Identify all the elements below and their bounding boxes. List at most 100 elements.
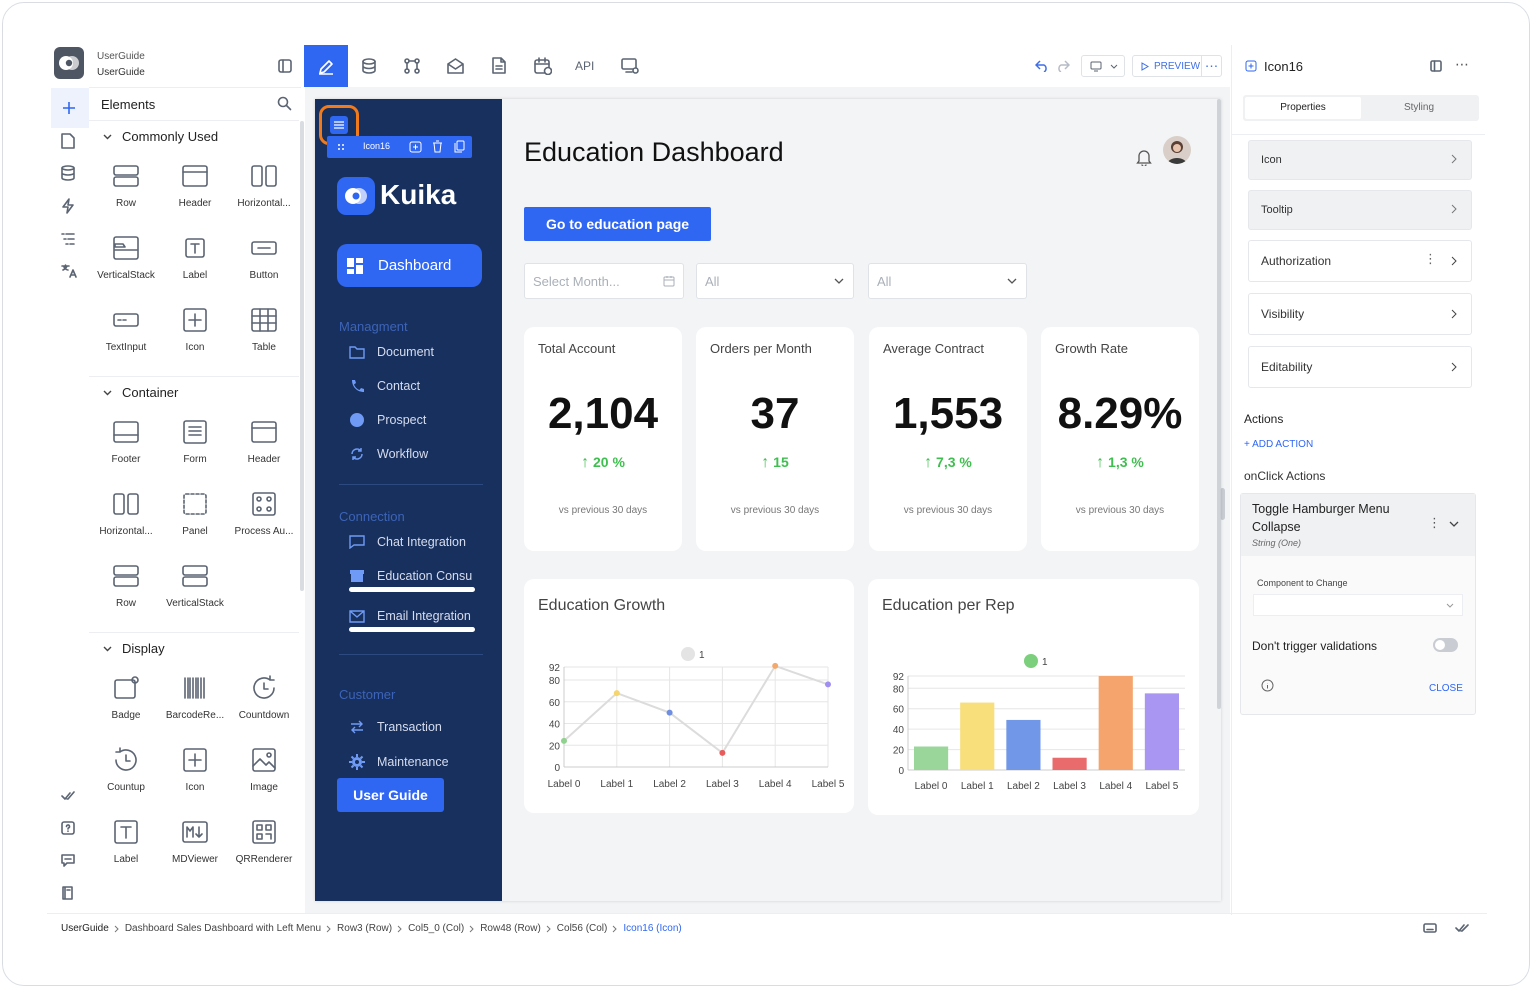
breadcrumb-item[interactable]: Col56 (Col) xyxy=(556,923,608,934)
workflow-icon[interactable] xyxy=(404,58,420,74)
prop-row-authorization[interactable]: Authorization ⋮ xyxy=(1248,240,1472,282)
nav-chat-integration[interactable]: Chat Integration xyxy=(349,535,466,549)
nav-maintenance[interactable]: Maintenance xyxy=(349,754,449,770)
component-select[interactable] xyxy=(1253,594,1463,616)
nav-dashboard[interactable]: Dashboard xyxy=(337,244,482,287)
element-item[interactable]: VerticalStack xyxy=(162,562,228,609)
data-icon[interactable] xyxy=(61,165,75,181)
nav-scrollbar[interactable] xyxy=(349,627,475,632)
breadcrumb-item[interactable]: Col5_0 (Col) xyxy=(408,923,465,934)
preview-button[interactable]: PREVIEW … xyxy=(1132,55,1222,77)
section-container[interactable]: Container xyxy=(89,376,299,408)
kuika-logo[interactable] xyxy=(54,47,84,79)
validation-toggle[interactable] xyxy=(1433,638,1458,652)
breadcrumb-item[interactable]: Row48 (Row) xyxy=(480,923,541,934)
element-item[interactable]: Horizontal... xyxy=(93,490,159,537)
go-to-education-button[interactable]: Go to education page xyxy=(524,207,711,241)
element-item[interactable]: Label xyxy=(162,234,228,281)
translate-icon[interactable] xyxy=(61,264,77,278)
info-icon[interactable] xyxy=(1261,679,1274,692)
document-icon[interactable] xyxy=(492,57,506,74)
redo-icon[interactable] xyxy=(1056,60,1070,72)
element-item[interactable]: Process Au... xyxy=(231,490,297,537)
add-element-icon[interactable] xyxy=(409,141,422,153)
nav-document[interactable]: Document xyxy=(349,345,434,359)
chat-icon[interactable] xyxy=(61,853,75,867)
element-item[interactable]: Image xyxy=(231,746,297,793)
hamburger-menu-icon[interactable] xyxy=(330,116,348,134)
more-options-icon[interactable]: … xyxy=(1201,55,1221,76)
element-item[interactable]: Horizontal... xyxy=(231,162,297,209)
trash-icon[interactable] xyxy=(432,140,443,153)
element-item[interactable]: BarcodeRe... xyxy=(162,674,228,721)
panel-layout-icon[interactable] xyxy=(1430,60,1442,72)
lightning-icon[interactable] xyxy=(61,198,75,214)
nav-prospect[interactable]: Prospect xyxy=(349,412,426,428)
element-item[interactable]: VerticalStack xyxy=(93,234,159,281)
breadcrumb-item[interactable]: UserGuide xyxy=(61,923,109,934)
nav-transaction[interactable]: Transaction xyxy=(349,720,442,734)
element-item[interactable]: Icon xyxy=(162,306,228,353)
element-item[interactable]: Badge xyxy=(93,674,159,721)
collapse-panel-icon[interactable] xyxy=(278,59,292,73)
user-guide-button[interactable]: User Guide xyxy=(337,778,444,812)
element-item[interactable]: Row xyxy=(93,562,159,609)
prop-row-icon[interactable]: Icon xyxy=(1248,140,1472,180)
element-item[interactable]: Button xyxy=(231,234,297,281)
filter-select-2[interactable]: All xyxy=(696,263,854,299)
nav-workflow[interactable]: Workflow xyxy=(349,446,428,462)
section-display[interactable]: Display xyxy=(89,632,299,664)
element-item[interactable]: Countup xyxy=(93,746,159,793)
breadcrumb-item[interactable]: Dashboard Sales Dashboard with Left Menu xyxy=(124,923,322,934)
action-header[interactable] xyxy=(1241,494,1475,556)
keyboard-icon[interactable] xyxy=(1423,923,1437,933)
element-item[interactable]: Label xyxy=(93,818,159,865)
elements-scrollbar[interactable] xyxy=(300,121,304,591)
nav-contact[interactable]: Contact xyxy=(349,379,420,393)
breadcrumb-item[interactable]: Row3 (Row) xyxy=(337,923,393,934)
page-icon[interactable] xyxy=(61,133,75,149)
nav-email-integration[interactable]: Email Integration xyxy=(349,609,475,623)
element-item[interactable]: Header xyxy=(162,162,228,209)
nav-scrollbar[interactable] xyxy=(349,587,475,592)
nav-education-consultant[interactable]: Education Consu xyxy=(349,569,475,583)
bell-icon[interactable] xyxy=(1136,148,1152,166)
database-icon[interactable] xyxy=(361,58,377,74)
prop-row-editability[interactable]: Editability xyxy=(1248,346,1472,388)
mail-icon[interactable] xyxy=(447,58,464,74)
element-item[interactable]: QRRenderer xyxy=(231,818,297,865)
list-icon[interactable] xyxy=(61,232,75,246)
calendar-icon[interactable] xyxy=(534,57,552,75)
month-select[interactable]: Select Month... xyxy=(524,263,684,299)
section-commonly-used[interactable]: Commonly Used xyxy=(89,120,299,152)
screen-settings-icon[interactable] xyxy=(621,58,639,74)
element-item[interactable]: Panel xyxy=(162,490,228,537)
canvas-scrollbar[interactable] xyxy=(1217,99,1221,709)
filter-select-3[interactable]: All xyxy=(868,263,1027,299)
element-item[interactable]: Table xyxy=(231,306,297,353)
tab-styling[interactable]: Styling xyxy=(1403,102,1434,113)
more-options-icon[interactable]: ⋯ xyxy=(1455,56,1469,72)
avatar[interactable] xyxy=(1163,136,1191,164)
device-select[interactable] xyxy=(1081,55,1125,77)
chevron-down-icon[interactable] xyxy=(1449,521,1459,527)
add-action-link[interactable]: + ADD ACTION xyxy=(1244,439,1314,450)
element-item[interactable]: Form xyxy=(162,418,228,465)
resize-handle[interactable] xyxy=(1220,488,1225,520)
drag-handle-icon[interactable] xyxy=(337,143,345,153)
double-check-icon[interactable] xyxy=(61,791,75,801)
element-item[interactable]: Icon xyxy=(162,746,228,793)
close-button[interactable]: CLOSE xyxy=(1429,683,1463,694)
element-item[interactable]: Header xyxy=(231,418,297,465)
element-item[interactable]: Countdown xyxy=(231,674,297,721)
book-icon[interactable] xyxy=(61,886,75,900)
search-icon[interactable] xyxy=(277,96,292,111)
tab-design[interactable] xyxy=(304,45,348,87)
element-item[interactable]: Footer xyxy=(93,418,159,465)
undo-icon[interactable] xyxy=(1035,60,1049,72)
double-check-icon[interactable] xyxy=(1455,924,1469,933)
element-item[interactable]: TextInput xyxy=(93,306,159,353)
help-icon[interactable] xyxy=(61,821,75,835)
kebab-icon[interactable]: ⋮ xyxy=(1428,515,1441,530)
copy-icon[interactable] xyxy=(454,140,465,153)
